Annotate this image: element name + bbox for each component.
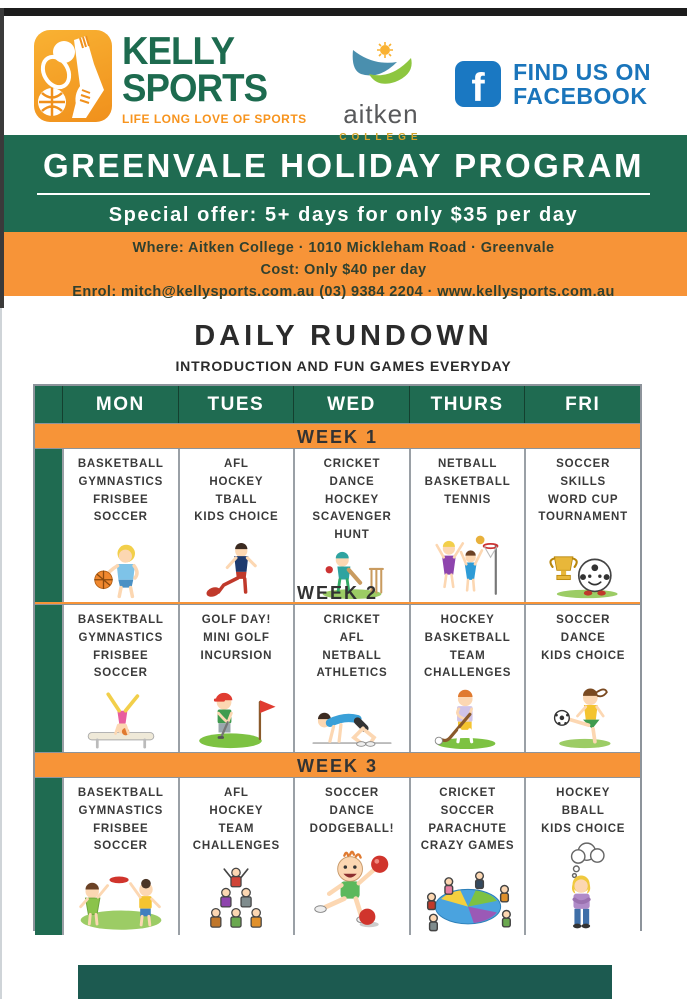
day-header-row: MON TUES WED THURS FRI	[35, 386, 640, 423]
facebook-line2: FACEBOOK	[513, 83, 648, 110]
activities-text: CRICKET SOCCER PARACHUTE CRAZY GAMES	[420, 787, 515, 853]
aitken-swoosh-icon	[352, 42, 412, 84]
day-header-mon: MON	[62, 386, 178, 423]
dodgeball-kid-clipart	[314, 851, 389, 928]
activities-text: BASEKTBALL GYMNASTICS FRISBEE SOCCER	[77, 787, 164, 853]
week3-fri-cell: HOCKEY BBALL KIDS CHOICE	[524, 778, 640, 936]
week1-banner: WEEK 1	[35, 423, 640, 449]
activities-text: BASEKTBALL GYMNASTICS FRISBEE SOCCER	[77, 614, 164, 680]
frisbee-kids-clipart	[79, 876, 162, 931]
daily-rundown-heading: DAILY RUNDOWN INTRODUCTION AND FUN GAMES…	[0, 320, 687, 374]
info-cost: Cost: Only $40 per day	[260, 261, 427, 278]
kelly-sports-wordmark: KELLY SPORTS LIFE LONG LOVE OF SPORTS	[122, 30, 307, 126]
gymnast-beam-clipart	[87, 692, 155, 749]
week1-mon-cell: BASKETBALL GYMNASTICS FRISBEE SOCCER	[62, 449, 178, 603]
info-where: Where: Aitken College · 1010 Mickleham R…	[132, 240, 555, 256]
activities-text: BASKETBALL GYMNASTICS FRISBEE SOCCER	[77, 458, 164, 524]
rundown-title: DAILY RUNDOWN	[194, 320, 493, 352]
thinking-girl-clipart	[571, 842, 605, 929]
activities-text: SOCCER SKILLS WORD CUP TOURNAMENT	[538, 458, 628, 524]
aitken-college-logo: aitken COLLEGE	[321, 30, 441, 143]
kelly-tagline: LIFE LONG LOVE OF SPORTS	[122, 112, 307, 127]
program-title: GREENVALE HOLIDAY PROGRAM	[37, 147, 650, 195]
rail-week3	[35, 778, 62, 936]
facebook-line1: FIND US ON	[513, 59, 651, 85]
scan-edge-left	[0, 8, 4, 308]
week3-mon-cell: BASEKTBALL GYMNASTICS FRISBEE SOCCER	[62, 778, 178, 936]
rundown-subtitle: INTRODUCTION AND FUN GAMES EVERYDAY	[175, 358, 512, 374]
aitken-name: aitken	[343, 99, 419, 129]
scan-edge-top	[0, 8, 687, 16]
footer-bar	[78, 965, 612, 999]
week3-banner: WEEK 3	[35, 752, 640, 778]
activities-text: AFL HOCKEY TBALL KIDS CHOICE	[194, 458, 279, 524]
facebook-icon[interactable]: f	[455, 61, 502, 108]
soccer-girl-clipart	[554, 688, 611, 749]
kelly-sports-logo: KELLY SPORTS LIFE LONG LOVE OF SPORTS	[34, 30, 307, 126]
activities-text: CRICKET DANCE HOCKEY SCAVENGER HUNT	[312, 458, 392, 542]
day-header-tues: TUES	[177, 386, 294, 423]
info-banner: Where: Aitken College · 1010 Mickleham R…	[0, 232, 687, 300]
week2-tues-cell: GOLF DAY! MINI GOLF INCURSION	[177, 605, 294, 752]
week2-mon-cell: BASEKTBALL GYMNASTICS FRISBEE SOCCER	[62, 605, 178, 752]
activities-text: NETBALL BASKETBALL TENNIS	[424, 458, 511, 506]
week3-thurs-cell: CRICKET SOCCER PARACHUTE CRAZY GAMES	[408, 778, 525, 936]
title-banner: GREENVALE HOLIDAY PROGRAM Special offer:…	[0, 135, 687, 232]
week2-thurs-cell: HOCKEY BASKETBALL TEAM CHALLENGES	[408, 605, 525, 752]
schedule-table: MON TUES WED THURS FRI WEEK 1 BASKETBALL…	[33, 384, 642, 936]
week3-tues-cell: AFL HOCKEY TEAM CHALLENGES	[177, 778, 294, 936]
day-header-thurs: THURS	[408, 386, 525, 423]
week3-wed-cell: SOCCER DANCE DODGEBALL!	[293, 778, 409, 936]
kelly-sports-athlete-icon	[34, 30, 112, 122]
activities-text: HOCKEY BBALL KIDS CHOICE	[541, 787, 626, 835]
hockey-kid-clipart	[434, 689, 495, 749]
scan-edge-left-light	[0, 308, 2, 999]
week1-row: BASKETBALL GYMNASTICS FRISBEE SOCCER AFL…	[35, 449, 640, 603]
kids-pyramid-clipart	[210, 868, 263, 929]
info-enrol: Enrol: mitch@kellysports.com.au (03) 938…	[72, 283, 615, 300]
week3-row: BASEKTBALL GYMNASTICS FRISBEE SOCCER AFL…	[35, 778, 640, 936]
aitken-college-label: COLLEGE	[339, 132, 423, 143]
special-offer: Special offer: 5+ days for only $35 per …	[108, 204, 579, 226]
afl-kicker-clipart	[206, 543, 258, 597]
basketball-kid-clipart	[93, 544, 139, 599]
find-us-on-facebook[interactable]: f FIND US ON FACEBOOK	[455, 60, 651, 108]
activities-text: SOCCER DANCE KIDS CHOICE	[541, 614, 626, 662]
activities-text: SOCCER DANCE DODGEBALL!	[309, 787, 395, 835]
week1-tues-cell: AFL HOCKEY TBALL KIDS CHOICE	[177, 449, 294, 603]
parachute-kids-clipart	[426, 871, 511, 932]
week2-fri-cell: SOCCER DANCE KIDS CHOICE	[524, 605, 640, 752]
rail-week2	[35, 605, 62, 752]
activities-text: CRICKET AFL NETBALL ATHLETICS	[316, 614, 388, 680]
header: KELLY SPORTS LIFE LONG LOVE OF SPORTS ai…	[0, 8, 687, 143]
week2-wed-cell: CRICKET AFL NETBALL ATHLETICS	[293, 605, 409, 752]
day-header-wed: WED	[293, 386, 409, 423]
sports-word: SPORTS	[122, 66, 268, 110]
golfer-kid-clipart	[199, 692, 276, 749]
rail-header	[35, 386, 62, 423]
week1-fri-cell: SOCCER SKILLS WORD CUP TOURNAMENT	[524, 449, 640, 603]
week1-thurs-cell: NETBALL BASKETBALL TENNIS	[408, 449, 525, 603]
day-header-fri: FRI	[524, 386, 640, 423]
activities-text: HOCKEY BASKETBALL TEAM CHALLENGES	[423, 614, 512, 680]
kelly-word: KELLY	[122, 30, 235, 73]
rail-week1	[35, 449, 62, 603]
week2-row: BASEKTBALL GYMNASTICS FRISBEE SOCCER GOL…	[35, 605, 640, 752]
soccer-ball-trophy-clipart	[549, 556, 618, 599]
facebook-text: FIND US ON FACEBOOK	[513, 60, 651, 108]
sprinter-start-clipart	[312, 712, 392, 747]
netball-girls-clipart	[435, 535, 498, 595]
activities-text: GOLF DAY! MINI GOLF INCURSION	[200, 614, 273, 662]
activities-text: AFL HOCKEY TEAM CHALLENGES	[192, 787, 280, 853]
